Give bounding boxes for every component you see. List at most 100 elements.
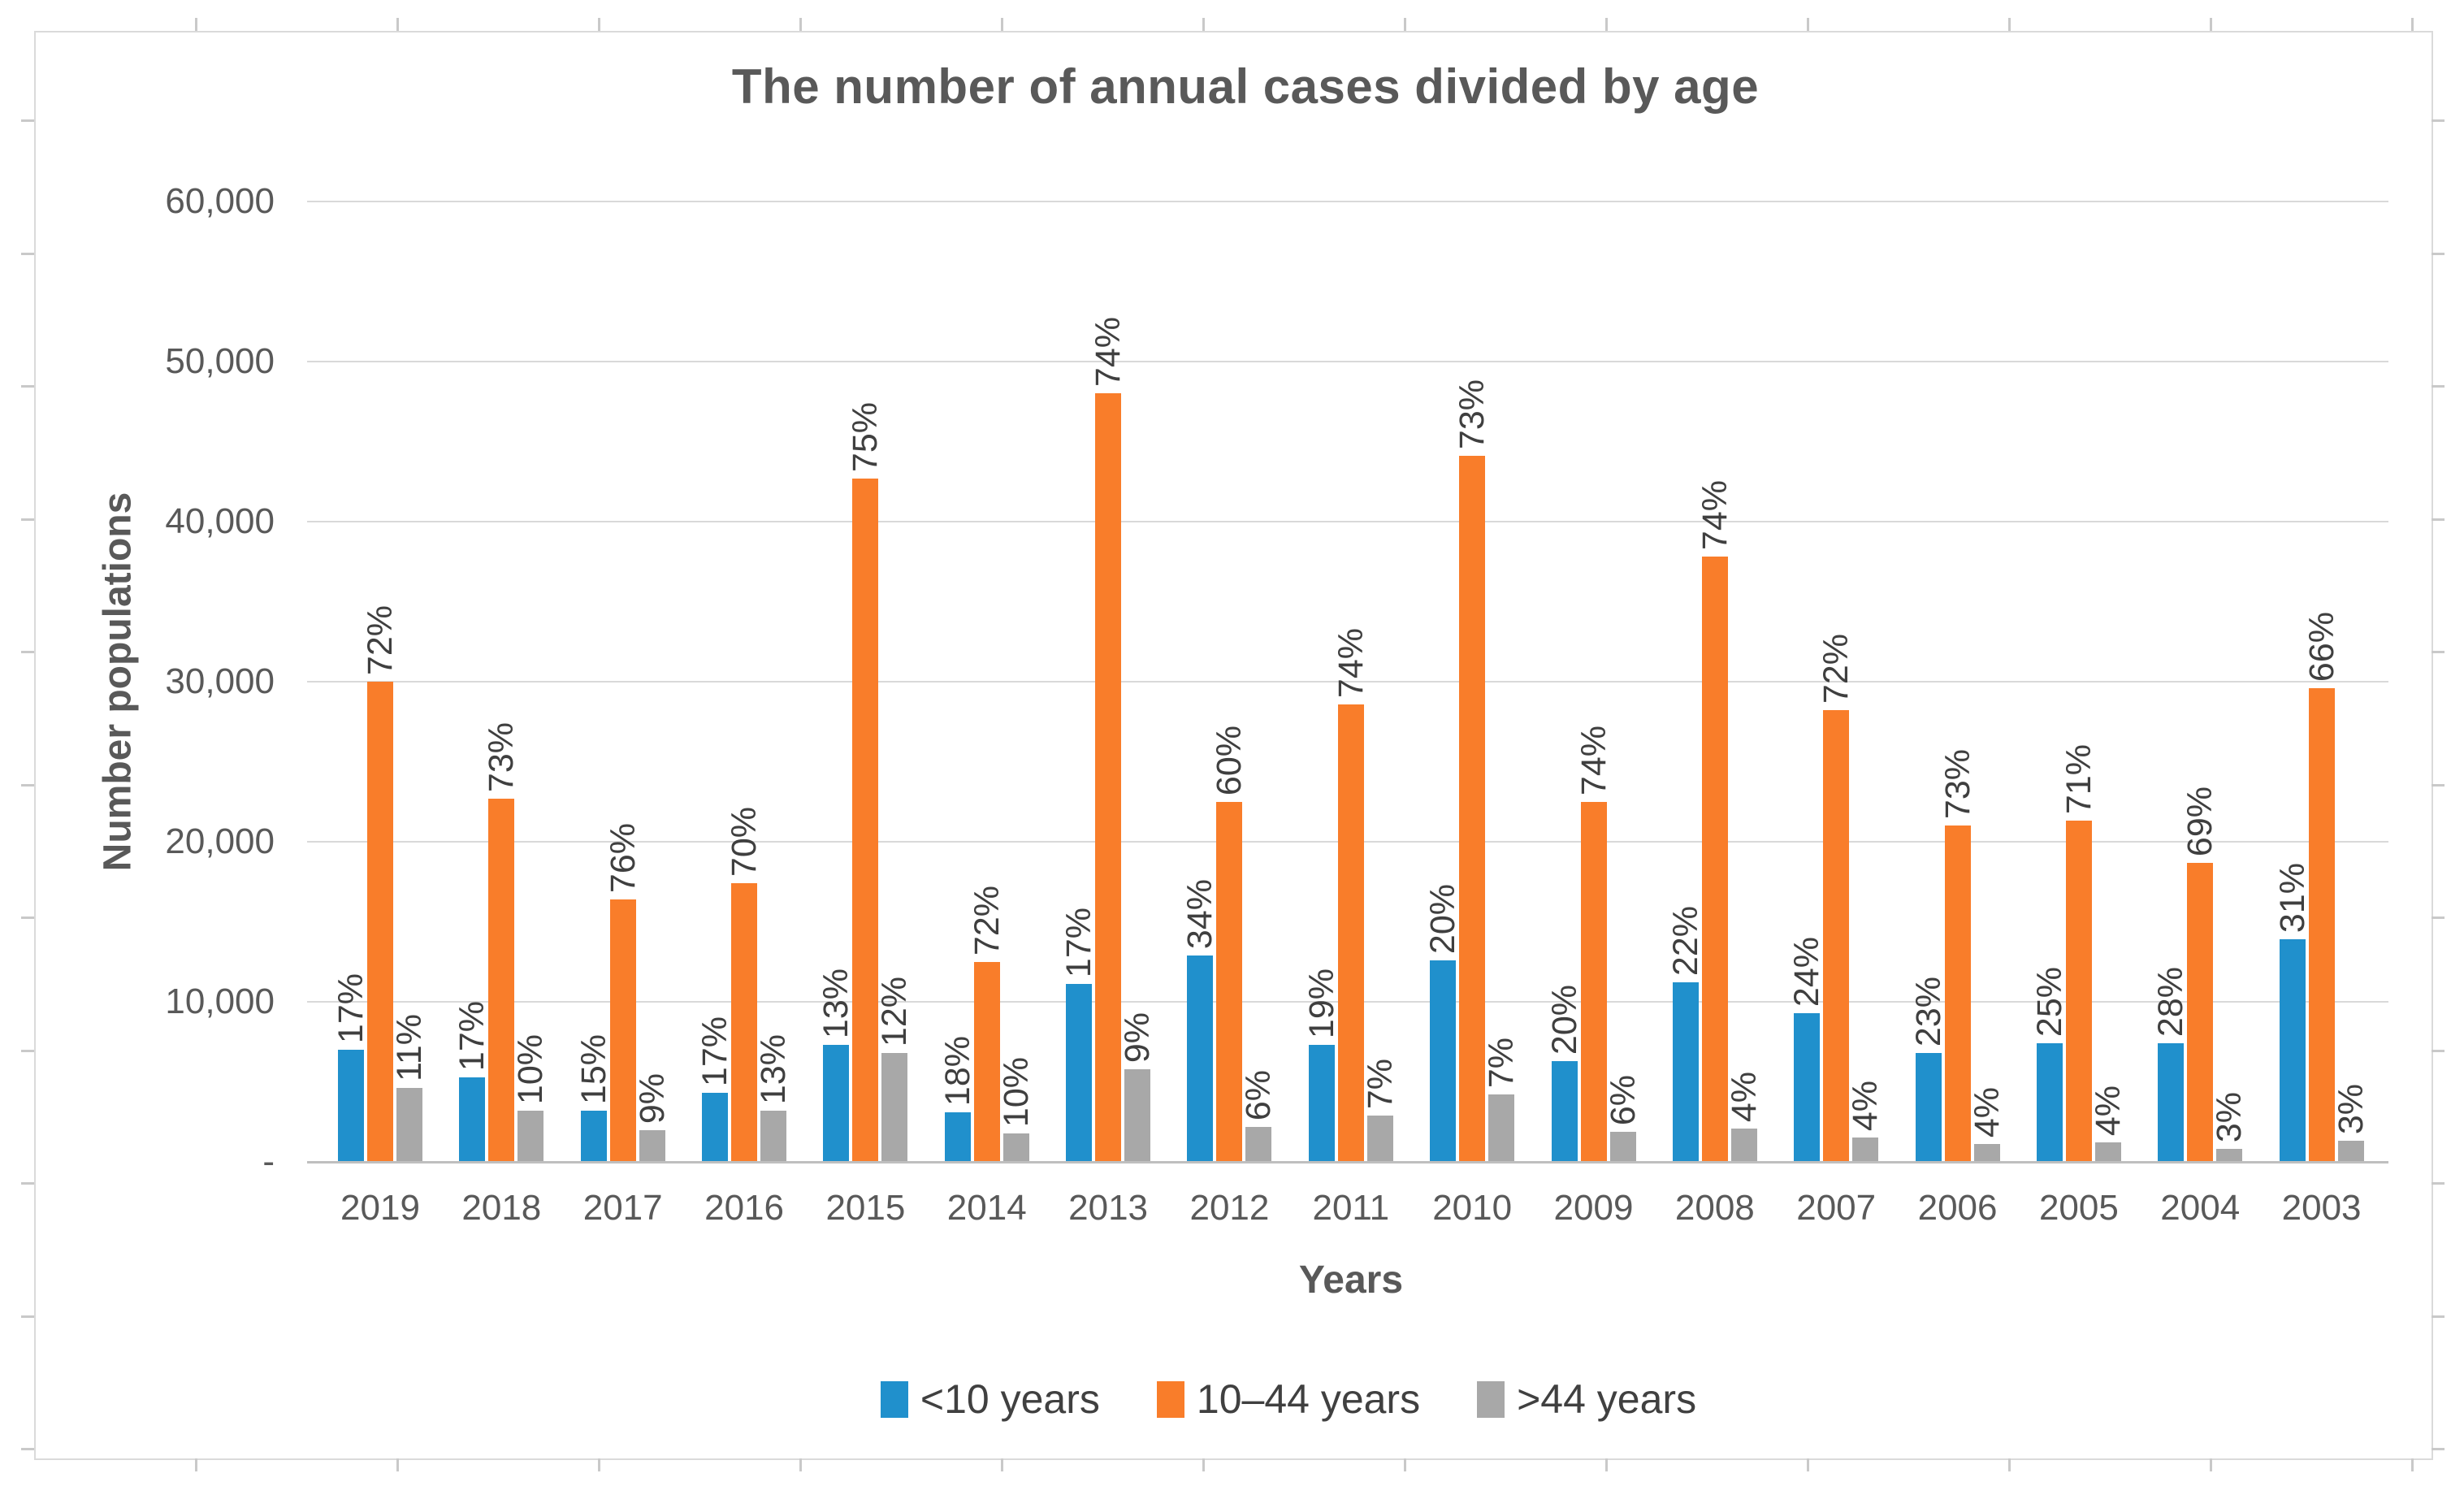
frame-tick-mark: [396, 18, 399, 31]
frame-tick-mark: [2210, 18, 2212, 31]
frame-tick-mark: [2432, 1049, 2445, 1052]
frame-tick-mark: [1605, 1458, 1608, 1471]
frame-tick-mark: [2432, 651, 2445, 653]
frame-tick-mark: [2210, 1458, 2212, 1471]
bar-percentage-label: 3%: [2331, 1083, 2371, 1134]
frame-tick-mark: [21, 783, 34, 786]
bar: [1852, 1138, 1879, 1162]
bar-percentage-label: 66%: [2302, 611, 2341, 682]
bar-percentage-label: 72%: [967, 885, 1007, 956]
bar-percentage-label: 74%: [1089, 316, 1128, 387]
x-tick-label: 2017: [582, 1188, 663, 1228]
bar: [1216, 802, 1243, 1162]
bar-percentage-label: 12%: [875, 976, 915, 1046]
frame-tick-mark: [2432, 385, 2445, 388]
x-tick-label: 2004: [2160, 1188, 2241, 1228]
frame-tick-mark: [2432, 119, 2445, 122]
x-tick-label: 2005: [2038, 1188, 2119, 1228]
bar-percentage-label: 19%: [1301, 968, 1341, 1038]
bar-percentage-label: 9%: [1118, 1012, 1158, 1063]
bar-percentage-label: 9%: [632, 1072, 672, 1124]
x-tick-label: 2009: [1553, 1188, 1634, 1228]
frame-tick-mark: [1807, 1458, 1809, 1471]
bar-percentage-label: 17%: [695, 1016, 735, 1086]
frame-tick-mark: [1202, 18, 1205, 31]
legend-label: >44 years: [1517, 1376, 1697, 1422]
bar-percentage-label: 70%: [725, 806, 764, 877]
bar: [367, 682, 393, 1162]
bar-percentage-label: 25%: [2029, 966, 2069, 1037]
bar: [1701, 557, 1728, 1162]
legend-item: 10–44 years: [1156, 1376, 1420, 1423]
gridline: [307, 201, 2388, 202]
gridline: [307, 681, 2388, 682]
bar: [1609, 1132, 1636, 1162]
bar: [1488, 1094, 1515, 1162]
bar: [2216, 1149, 2243, 1162]
bar-percentage-label: 34%: [1180, 878, 1220, 949]
bar: [459, 1077, 486, 1162]
bar: [852, 479, 879, 1162]
frame-tick-mark: [799, 1458, 802, 1471]
bar: [2187, 863, 2214, 1162]
bar-percentage-label: 23%: [1908, 976, 1948, 1046]
bar: [2308, 688, 2335, 1162]
bar-percentage-label: 15%: [574, 1034, 613, 1104]
frame-tick-mark: [21, 518, 34, 521]
bar-percentage-label: 4%: [1846, 1080, 1886, 1131]
bar-percentage-label: 75%: [846, 401, 886, 472]
bar: [1551, 1061, 1578, 1162]
bar-percentage-label: 24%: [1787, 936, 1827, 1007]
y-tick-label: -: [262, 1142, 275, 1181]
frame-tick-mark: [2432, 518, 2445, 521]
bar: [1915, 1053, 1942, 1162]
bar-percentage-label: 3%: [2210, 1091, 2250, 1142]
bar-percentage-label: 17%: [1059, 907, 1099, 977]
y-tick-label: 60,000: [165, 181, 275, 221]
x-tick-label: 2007: [1796, 1188, 1877, 1228]
gridline: [307, 361, 2388, 362]
frame-tick-mark: [1202, 1458, 1205, 1471]
bar: [2094, 1142, 2121, 1162]
frame-tick-mark: [21, 119, 34, 122]
bar-percentage-label: 17%: [453, 1000, 492, 1071]
frame-tick-mark: [195, 18, 197, 31]
bar: [944, 1112, 971, 1162]
frame-tick-mark: [2008, 18, 2011, 31]
bar: [2337, 1141, 2364, 1162]
bar: [2065, 821, 2092, 1162]
frame-tick-mark: [1001, 18, 1003, 31]
bar-percentage-label: 73%: [1453, 379, 1492, 449]
bar: [609, 899, 636, 1162]
legend-item: >44 years: [1477, 1376, 1696, 1423]
bar-percentage-label: 69%: [2180, 786, 2220, 856]
legend-label: <10 years: [920, 1376, 1100, 1422]
frame-tick-mark: [1404, 18, 1406, 31]
bar-percentage-label: 72%: [361, 604, 400, 675]
y-tick-label: 30,000: [165, 661, 275, 701]
bar-percentage-label: 72%: [1817, 633, 1856, 704]
x-tick-label: 2013: [1068, 1188, 1149, 1228]
x-tick-label: 2018: [461, 1188, 542, 1228]
frame-tick-mark: [396, 1458, 399, 1471]
x-tick-label: 2003: [2281, 1188, 2362, 1228]
bar-percentage-label: 4%: [1724, 1071, 1764, 1122]
x-axis-line: [307, 1161, 2388, 1164]
frame-tick-mark: [2411, 18, 2414, 31]
bar-percentage-label: 4%: [2088, 1085, 2128, 1136]
x-tick-label: 2014: [946, 1188, 1027, 1228]
bar-percentage-label: 73%: [1938, 748, 1977, 819]
frame-tick-mark: [21, 1182, 34, 1185]
bar-percentage-label: 76%: [603, 822, 643, 893]
bar: [760, 1111, 787, 1162]
x-tick-label: 2015: [825, 1188, 906, 1228]
y-tick-label: 40,000: [165, 501, 275, 541]
bar-percentage-label: 7%: [1482, 1037, 1522, 1088]
x-tick-label: 2011: [1312, 1188, 1390, 1228]
bar: [1823, 710, 1850, 1162]
frame-tick-mark: [1605, 18, 1608, 31]
frame-tick-mark: [2432, 1182, 2445, 1185]
bar: [1730, 1129, 1757, 1162]
legend-swatch: [1477, 1380, 1505, 1418]
y-tick-label: 10,000: [165, 982, 275, 1021]
